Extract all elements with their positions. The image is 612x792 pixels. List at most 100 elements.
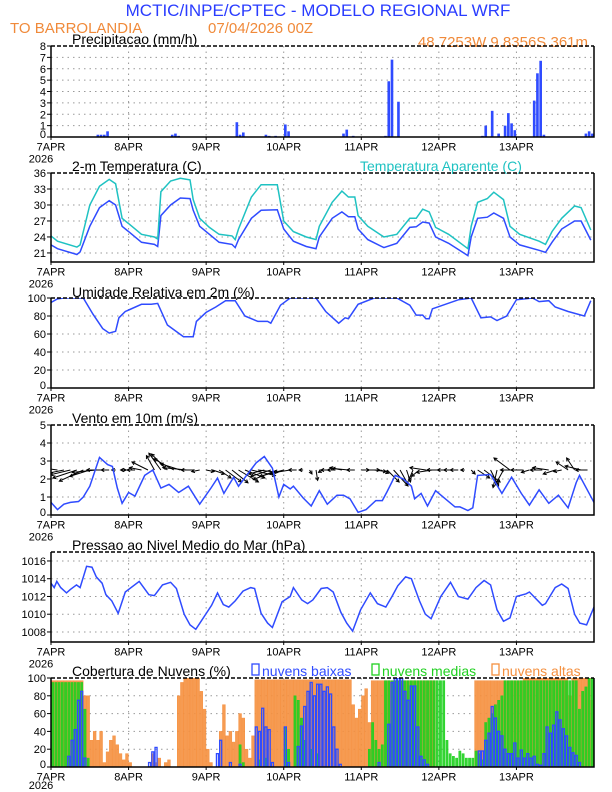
cloud-bar-low bbox=[335, 748, 339, 767]
cloud-bar-mid bbox=[67, 682, 71, 767]
wind-vector bbox=[131, 461, 149, 471]
cloud-bar-high bbox=[92, 731, 97, 767]
cloud-bar-high bbox=[177, 695, 181, 767]
cloud-bar-mid bbox=[574, 680, 578, 767]
wind-arrowhead bbox=[509, 467, 515, 473]
cloud-bar-mid bbox=[464, 757, 468, 767]
wind-arrowhead bbox=[442, 467, 448, 473]
precip-bar bbox=[99, 134, 103, 137]
plot-frame bbox=[50, 552, 595, 643]
cloud-bar-high bbox=[244, 748, 249, 767]
x-tick-label: 8APR bbox=[114, 142, 143, 154]
x-tick-label: 11APR bbox=[344, 772, 378, 784]
x-tick-label: 12APR bbox=[421, 772, 456, 784]
cloud-bar-low bbox=[261, 707, 265, 767]
wind-arrowhead bbox=[85, 467, 91, 473]
wind-panel: 0 1 2 3 4 5 7APR 8APR 9APR 10APR 11APR 12APR 13APR 20… bbox=[29, 420, 595, 544]
cloud-bar-low bbox=[67, 755, 71, 767]
wind-arrowhead bbox=[317, 469, 323, 473]
cloud-bar-high bbox=[358, 708, 362, 767]
wind-arrowhead bbox=[68, 473, 74, 478]
cloud-bar-high bbox=[341, 679, 346, 767]
x-tick-label: 10APR bbox=[266, 393, 301, 405]
y-tick-label: 0 bbox=[40, 759, 46, 771]
y-tick-label: 1008 bbox=[22, 627, 46, 639]
precip-bar bbox=[507, 113, 510, 137]
cloud-bar-high bbox=[105, 751, 110, 767]
cloud-bar-mid bbox=[435, 680, 439, 767]
cloud-bar-mid bbox=[380, 744, 384, 767]
wind-arrowhead bbox=[269, 470, 274, 475]
precip-bar bbox=[536, 73, 539, 137]
cloud-bar-low bbox=[338, 763, 342, 767]
y-tick-label: 7 bbox=[40, 52, 46, 64]
cloud-bar-mid bbox=[426, 680, 429, 767]
wind-arrowhead bbox=[161, 465, 167, 470]
y-tick-label: 24 bbox=[34, 232, 46, 244]
cloud-bar-low bbox=[558, 719, 562, 767]
wind-arrowhead bbox=[58, 478, 63, 482]
precip-bar bbox=[387, 81, 391, 137]
cloud-bar-low bbox=[390, 681, 394, 767]
wind-arrowhead bbox=[145, 454, 150, 460]
wind-arrowhead bbox=[425, 467, 431, 473]
x-tick-label: 9APR bbox=[192, 267, 221, 279]
wind-vector bbox=[553, 469, 562, 473]
cloud-bar-high bbox=[270, 679, 275, 767]
cloud-bar-high bbox=[235, 731, 239, 767]
wind-plot-area bbox=[51, 452, 594, 514]
precip-bar bbox=[106, 131, 109, 137]
y-tick-label: 2 bbox=[40, 474, 46, 486]
y-tick-label: 21 bbox=[34, 248, 46, 260]
cloud-bar-mid bbox=[445, 740, 449, 767]
precip-bar bbox=[238, 134, 242, 137]
precip-bar bbox=[397, 101, 400, 137]
cloud-bar-low bbox=[503, 748, 507, 767]
cloud-bar-mid bbox=[384, 680, 387, 767]
x-tick-label: 8APR bbox=[114, 267, 143, 279]
wind-arrowhead bbox=[249, 473, 255, 478]
wind-arrowhead bbox=[125, 467, 131, 473]
cloud-bar-mid bbox=[539, 680, 543, 767]
y-tick-label: 1 bbox=[40, 121, 46, 133]
cloud-bar-low bbox=[264, 726, 268, 767]
cloud-bar-mid bbox=[458, 750, 462, 767]
x-tick-label: 9APR bbox=[192, 772, 221, 784]
year-label: 2026 bbox=[29, 659, 53, 671]
cloud-legend: nuvens baixas nuvens medias nuvens altas bbox=[251, 663, 581, 679]
cloud-bar-mid bbox=[439, 680, 442, 767]
precip-bar bbox=[103, 134, 106, 137]
y-tick-label: 1014 bbox=[22, 574, 46, 586]
cloud-bar-high bbox=[267, 679, 271, 767]
cloud-bar-high bbox=[277, 679, 281, 767]
x-tick-label: 11APR bbox=[344, 142, 378, 154]
x-tick-label: 10APR bbox=[266, 647, 301, 659]
series-line bbox=[51, 298, 592, 338]
x-tick-label: 11APR bbox=[344, 393, 378, 405]
precip-plot-area bbox=[96, 59, 594, 137]
wind-arrowhead bbox=[493, 457, 498, 462]
wind-arrowhead bbox=[552, 468, 558, 474]
apparent-temp-legend: Temperatura Aparente (C) bbox=[360, 158, 522, 174]
x-tick-label: 9APR bbox=[192, 393, 221, 405]
cloud-bar-high bbox=[183, 678, 187, 767]
y-tick-label: 80 bbox=[34, 691, 46, 703]
wind-vector bbox=[543, 469, 556, 475]
wind-vector bbox=[129, 467, 142, 471]
x-tick-label: 12APR bbox=[421, 647, 456, 659]
wind-arrowhead bbox=[100, 467, 105, 473]
cloud-bar-mid bbox=[432, 680, 436, 767]
legend-high: nuvens altas bbox=[502, 663, 581, 679]
cloud-bar-mid bbox=[51, 682, 54, 767]
y-tick-label: 1016 bbox=[22, 556, 46, 568]
cloud-bar-low bbox=[409, 685, 414, 767]
x-tick-label: 8APR bbox=[114, 393, 143, 405]
plot-frame bbox=[50, 425, 595, 516]
y-tick-label: 100 bbox=[28, 293, 46, 305]
y-tick-label: 40 bbox=[34, 347, 46, 359]
cloud-bar-high bbox=[254, 679, 258, 767]
legend-swatch-mid bbox=[371, 663, 380, 676]
cloud-bar-mid bbox=[293, 695, 297, 767]
precip-bar bbox=[490, 110, 494, 137]
cloud-bar-high bbox=[89, 740, 94, 767]
